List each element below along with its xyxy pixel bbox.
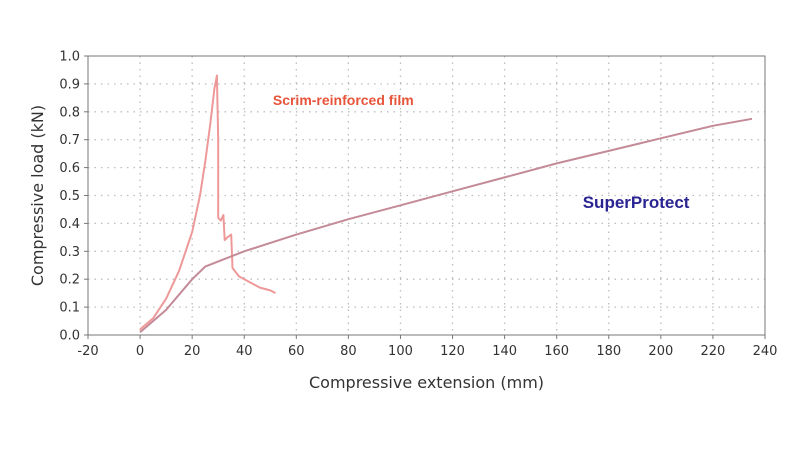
y-tick-label: 0.7 xyxy=(59,133,80,148)
series-line-0 xyxy=(139,74,276,331)
series-annotations: Scrim-reinforced film SuperProtect xyxy=(273,92,690,212)
x-tick-label: 180 xyxy=(596,344,621,359)
series-label-1: SuperProtect xyxy=(583,193,690,212)
x-tick-label: 160 xyxy=(544,344,569,359)
x-tick-label: 120 xyxy=(440,344,465,359)
x-tick-label: -20 xyxy=(77,344,98,359)
x-tick-label: 200 xyxy=(648,344,673,359)
gridlines xyxy=(88,56,765,335)
x-tick-label: 100 xyxy=(388,344,413,359)
x-tick-label: 20 xyxy=(184,344,201,359)
y-tick-label: 0.0 xyxy=(59,329,80,344)
series-label-0: Scrim-reinforced film xyxy=(273,92,414,108)
y-axis-ticks: 0.0 0.1 0.2 0.3 0.4 0.5 0.6 0.7 0.8 0.9 1.0 xyxy=(59,50,88,344)
y-tick-label: 0.6 xyxy=(59,161,80,176)
y-tick-label: 0.8 xyxy=(59,105,80,120)
x-axis-title: Compressive extension (mm) xyxy=(309,373,544,392)
y-tick-label: 0.1 xyxy=(59,301,80,316)
x-axis-ticks: -20 0 20 40 60 80 100 120 140 160 180 200 220 240 xyxy=(77,335,777,359)
y-tick-label: 0.3 xyxy=(59,245,80,260)
y-tick-label: 0.4 xyxy=(59,217,80,232)
x-tick-label: 140 xyxy=(492,344,517,359)
y-tick-label: 0.9 xyxy=(59,77,80,92)
x-tick-label: 40 xyxy=(236,344,253,359)
x-tick-label: 220 xyxy=(701,344,726,359)
y-tick-label: 0.2 xyxy=(59,273,80,288)
series-line-1 xyxy=(139,117,753,333)
x-tick-label: 60 xyxy=(288,344,305,359)
x-tick-label: 240 xyxy=(753,344,778,359)
series-lines xyxy=(139,74,753,333)
x-tick-label: 80 xyxy=(340,344,357,359)
x-tick-label: 0 xyxy=(136,344,144,359)
y-tick-label: 0.5 xyxy=(59,189,80,204)
y-tick-label: 1.0 xyxy=(59,50,80,65)
y-axis-title: Compressive load (kN) xyxy=(28,105,47,286)
